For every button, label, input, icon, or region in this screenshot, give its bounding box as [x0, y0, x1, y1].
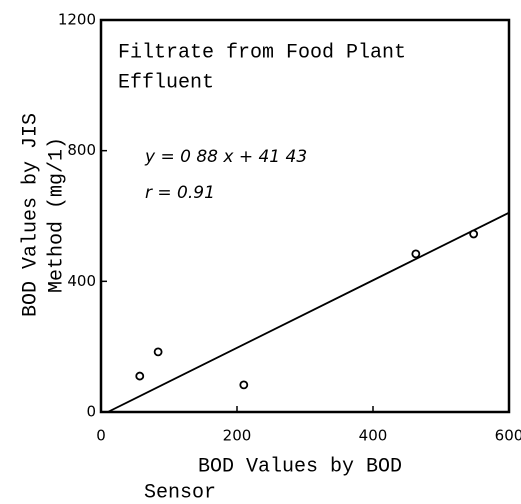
data-point [239, 380, 249, 390]
y-tick-label: 400 [67, 272, 96, 290]
x-tick-label: 200 [223, 427, 252, 445]
trend-line [107, 211, 510, 413]
y-tick-label: 800 [67, 141, 96, 159]
x-axis-label: Sensor [144, 481, 216, 504]
data-point [153, 347, 163, 357]
data-point [135, 371, 145, 381]
x-tick-label: 400 [359, 427, 388, 445]
chart-title: Effluent [118, 71, 214, 94]
data-point [469, 229, 479, 239]
y-axis-label: BOD Values by JIS [19, 113, 42, 317]
x-tick-label: 600 [495, 427, 521, 445]
annotation: y = 0 88 x + 41 43 [144, 147, 307, 167]
chart-title: Filtrate from Food Plant [118, 41, 406, 64]
data-point [411, 249, 421, 259]
plot-frame [99, 18, 511, 414]
x-tick-label: 0 [96, 427, 106, 445]
y-tick-label: 1200 [58, 11, 96, 29]
y-axis-label: Method (mg/1) [45, 137, 68, 293]
x-axis-label: BOD Values by BOD [198, 455, 402, 478]
annotation: r = 0.91 [145, 183, 215, 203]
y-tick-label: 0 [86, 403, 96, 421]
